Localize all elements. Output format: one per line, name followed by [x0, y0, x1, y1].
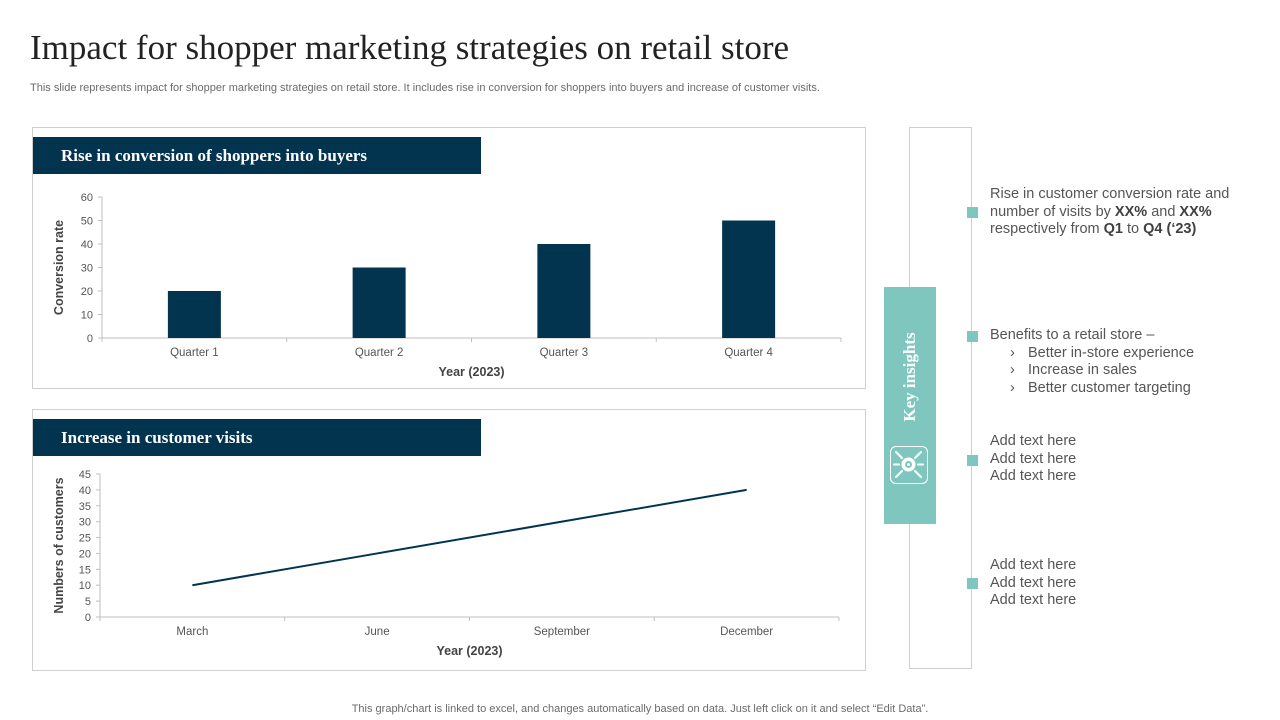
y-axis-title: Numbers of customers	[52, 477, 66, 613]
insight-marker-2	[967, 331, 978, 342]
conversion-chart-title: Rise in conversion of shoppers into buye…	[33, 137, 481, 174]
visits-chart-panel[interactable]: Increase in customer visits 0 5 10 15 20 25 30…	[32, 409, 866, 671]
y-tick-label: 50	[81, 216, 93, 228]
insight-line: Add text here	[990, 592, 1077, 609]
insight-marker-1	[967, 207, 978, 218]
y-tick-label: 15	[79, 564, 91, 576]
y-tick-label: 60	[81, 192, 93, 204]
conversion-bar-chart[interactable]: 0 10 20 30 40 50 60 Quarter 1 Quarter 2 Quarter 3…	[33, 128, 865, 388]
slide-subtitle: This slide represents impact for shopper…	[30, 82, 820, 94]
insight-conversion[interactable]: Rise in customer conversion rate and numb…	[990, 186, 1260, 239]
insight-line: Add text here	[990, 450, 1077, 467]
insight-highlight: XX%	[1179, 203, 1212, 220]
insight-line: number of visits by XX% and XX%	[990, 203, 1212, 220]
insight-line: Add text here	[990, 557, 1077, 573]
y-tick-label: 40	[81, 239, 93, 251]
key-insights-label: Key insights	[900, 332, 919, 422]
insight-bullet: Better customer targeting	[990, 380, 1260, 398]
insight-placeholder-1[interactable]: Add text here Add text here Add text here	[990, 433, 1260, 486]
insight-bullet: Better in-store experience	[990, 345, 1260, 363]
y-axis-title: Conversion rate	[52, 220, 66, 315]
insight-line: Add text here	[990, 574, 1077, 591]
insight-bullet: Increase in sales	[990, 362, 1260, 380]
y-tick-label: 30	[81, 263, 93, 275]
insight-line: respectively from Q1 to Q4 (‘23)	[990, 221, 1197, 238]
y-tick-label: 5	[85, 596, 91, 608]
insight-line: Rise in customer conversion rate and	[990, 186, 1230, 202]
insight-marker-3	[967, 455, 978, 466]
target-arrows-icon	[890, 446, 928, 484]
x-axis-title: Year (2023)	[436, 644, 502, 658]
y-tick-label: 25	[79, 533, 91, 545]
bar-quarter-1	[167, 291, 221, 338]
conversion-chart-panel[interactable]: Rise in conversion of shoppers into buye…	[32, 127, 866, 389]
y-tick-label: 10	[79, 580, 91, 592]
insight-marker-4	[967, 578, 978, 589]
x-tick-label: Quarter 1	[170, 347, 219, 359]
bar-quarter-3	[537, 244, 591, 338]
y-tick-label: 0	[85, 612, 91, 624]
x-tick-label: September	[534, 626, 590, 638]
y-tick-label: 20	[79, 548, 91, 560]
insight-benefits[interactable]: Benefits to a retail store – Better in-st…	[990, 327, 1260, 397]
x-tick-label: Quarter 4	[724, 347, 773, 359]
slide-title: Impact for shopper marketing strategies …	[30, 28, 790, 67]
series-line	[192, 488, 747, 587]
x-tick-label: December	[720, 626, 773, 638]
x-axis-title: Year (2023)	[438, 365, 504, 379]
y-tick-label: 45	[79, 469, 91, 481]
insight-placeholder-2[interactable]: Add text here Add text here Add text here	[990, 557, 1260, 610]
y-tick-label: 10	[81, 310, 93, 322]
visits-line-chart[interactable]: 0 5 10 15 20 25 30 35 40 45 March June September Dece…	[33, 410, 865, 670]
insight-highlight: Q1	[1103, 221, 1123, 238]
insight-highlight: XX%	[1114, 203, 1148, 220]
x-tick-label: Quarter 2	[355, 347, 404, 359]
y-tick-label: 20	[81, 286, 93, 298]
y-tick-label: 35	[79, 501, 91, 513]
visits-chart-title: Increase in customer visits	[33, 419, 481, 456]
insight-line: Benefits to a retail store –	[990, 327, 1155, 343]
bar-quarter-4	[722, 220, 776, 338]
y-tick-label: 40	[79, 485, 91, 497]
insight-line: Add text here	[990, 468, 1077, 485]
y-tick-label: 30	[79, 517, 91, 529]
insight-highlight: Q4 (‘23)	[1143, 221, 1197, 238]
key-insights-bar: Key insights	[884, 287, 936, 524]
bar-quarter-2	[352, 267, 406, 338]
x-tick-label: March	[176, 626, 208, 638]
y-tick-label: 0	[87, 333, 93, 345]
insight-line: Add text here	[990, 433, 1077, 449]
slide-footer-note: This graph/chart is linked to excel, and…	[351, 703, 929, 715]
x-tick-label: Quarter 3	[540, 347, 589, 359]
x-tick-label: June	[365, 626, 390, 638]
